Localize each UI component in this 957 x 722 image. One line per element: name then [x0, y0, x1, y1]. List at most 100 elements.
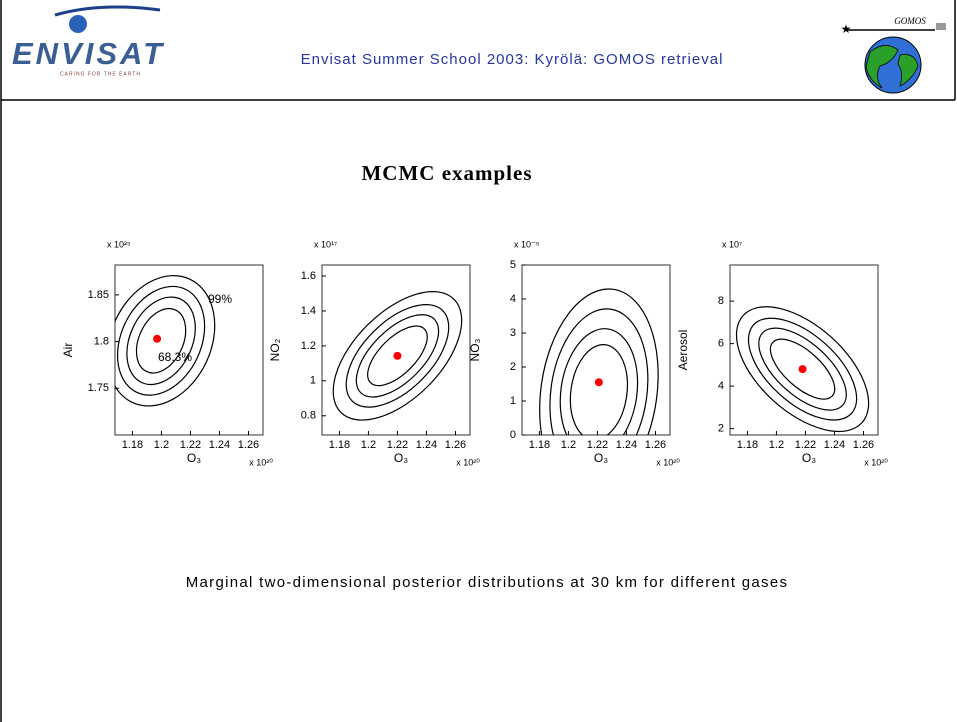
logo-text: ENVISAT: [12, 36, 165, 71]
x-tick-label: 1.24: [416, 439, 437, 451]
y-tick-label: 1.85: [88, 289, 109, 301]
x-tick-label: 1.22: [387, 439, 408, 451]
contour: [332, 291, 463, 421]
contours: [115, 275, 216, 407]
x-tick-label: 1.18: [737, 439, 758, 451]
y-tick-label: 1.4: [301, 305, 316, 317]
x-tick-label: 1.26: [853, 439, 874, 451]
x-tick-label: 1.22: [180, 439, 201, 451]
y-multiplier: x 10⁷: [722, 239, 742, 249]
contour: [559, 328, 639, 435]
y-tick-label: 2: [718, 423, 724, 435]
logo-satellite: [936, 23, 946, 30]
logo-land: [865, 45, 899, 89]
posterior-mode: [393, 351, 402, 360]
contour: [115, 275, 216, 407]
contour: [126, 296, 196, 386]
envisat-logo: ENVISAT CARING FOR THE EARTH: [12, 5, 165, 77]
x-multiplier: x 10²⁰: [249, 457, 273, 467]
y-axis-label: NO₃: [468, 338, 482, 361]
plot-frame: [729, 264, 879, 436]
y-tick-label: 0: [510, 429, 516, 441]
plot-frame: [114, 264, 264, 436]
y-tick-label: 1: [310, 375, 316, 387]
contour: [116, 285, 206, 396]
contour: [345, 304, 450, 408]
y-tick-label: 4: [510, 293, 516, 305]
logo-text: GOMOS: [894, 16, 926, 26]
x-tick-label: 1.24: [616, 439, 637, 451]
y-tick-label: 0.8: [301, 410, 316, 422]
x-axis-label: O₃: [187, 451, 201, 465]
y-tick-label: 1.2: [301, 340, 316, 352]
slide-title: MCMC examples: [361, 161, 532, 185]
x-tick-label: 1.2: [361, 439, 376, 451]
x-tick-label: 1.26: [645, 439, 666, 451]
x-tick-label: 1.22: [587, 439, 608, 451]
y-multiplier: x 10⁻⁵: [514, 239, 540, 249]
x-multiplier: x 10²⁰: [656, 457, 680, 467]
logo-star: ★: [841, 22, 852, 36]
contours: [332, 291, 463, 421]
y-tick-label: 1.75: [88, 382, 109, 394]
header-title: Envisat Summer School 2003: Kyrölä: GOMO…: [301, 51, 724, 68]
mcmc-plot: 1.18 1.2 1.22 1.24 1.26 0.8 1 1.2 1.4 1.6 O₃ x 10²⁰…: [268, 239, 480, 467]
y-axis-label: NO₂: [268, 338, 282, 361]
mcmc-plot: 1.18 1.2 1.22 1.24 1.26 2 4 6 8 O₃ x 10²⁰ x 10⁷ Aero…: [676, 239, 888, 467]
x-tick-label: 1.2: [561, 439, 576, 451]
contour: [355, 314, 440, 398]
x-tick-label: 1.26: [445, 439, 466, 451]
y-axis-label: Aerosol: [676, 330, 690, 371]
contour: [569, 344, 629, 435]
contour: [769, 338, 836, 400]
x-axis-label: O₃: [594, 451, 608, 465]
logo-swoosh: [54, 5, 161, 17]
plot-frame: [321, 264, 471, 436]
contour-label: 99%: [208, 292, 232, 306]
y-tick-label: 6: [718, 338, 724, 350]
gomos-logo: ★ GOMOS: [841, 16, 946, 94]
logo-tagline: CARING FOR THE EARTH: [60, 71, 141, 77]
y-axis-label: Air: [61, 343, 75, 358]
x-tick-label: 1.24: [209, 439, 230, 451]
y-tick-label: 1: [510, 395, 516, 407]
contour: [539, 288, 659, 435]
contour: [135, 308, 187, 374]
caption: Marginal two-dimensional posterior distr…: [186, 574, 789, 591]
x-axis-label: O₃: [394, 451, 408, 465]
x-tick-label: 1.2: [769, 439, 784, 451]
posterior-mode: [594, 378, 603, 387]
x-multiplier: x 10²⁰: [456, 457, 480, 467]
x-tick-label: 1.18: [529, 439, 550, 451]
x-tick-label: 1.24: [824, 439, 845, 451]
y-tick-label: 1.6: [301, 270, 316, 282]
posterior-mode: [153, 334, 162, 343]
contour: [735, 306, 870, 433]
contours: [539, 288, 659, 435]
logo-globe: [69, 15, 87, 33]
x-tick-label: 1.18: [122, 439, 143, 451]
mcmc-plot: 1.18 1.2 1.22 1.24 1.26 0 1 2 3 4 5 O₃ x 10²⁰ x 10⁻⁵ N…: [468, 239, 680, 467]
y-tick-label: 8: [718, 295, 724, 307]
contour: [747, 317, 858, 421]
plot-frame: [521, 264, 671, 436]
x-axis-label: O₃: [802, 451, 816, 465]
logo-land: [897, 54, 919, 87]
y-multiplier: x 10²⁵: [107, 239, 131, 249]
x-multiplier: x 10²⁰: [864, 457, 888, 467]
y-tick-label: 3: [510, 327, 516, 339]
x-tick-label: 1.18: [329, 439, 350, 451]
contour: [367, 325, 428, 387]
x-tick-label: 1.2: [154, 439, 169, 451]
posterior-mode: [798, 365, 807, 374]
contour: [758, 327, 847, 411]
x-tick-label: 1.26: [238, 439, 259, 451]
y-tick-label: 5: [510, 259, 516, 271]
mcmc-plot: 1.18 1.2 1.22 1.24 1.26 1.75 1.8 1.85 O₃ x 10²⁰ x …: [61, 239, 273, 467]
y-tick-label: 1.8: [94, 335, 109, 347]
y-tick-label: 4: [718, 380, 724, 392]
contours: [735, 306, 870, 433]
contour: [549, 308, 649, 435]
